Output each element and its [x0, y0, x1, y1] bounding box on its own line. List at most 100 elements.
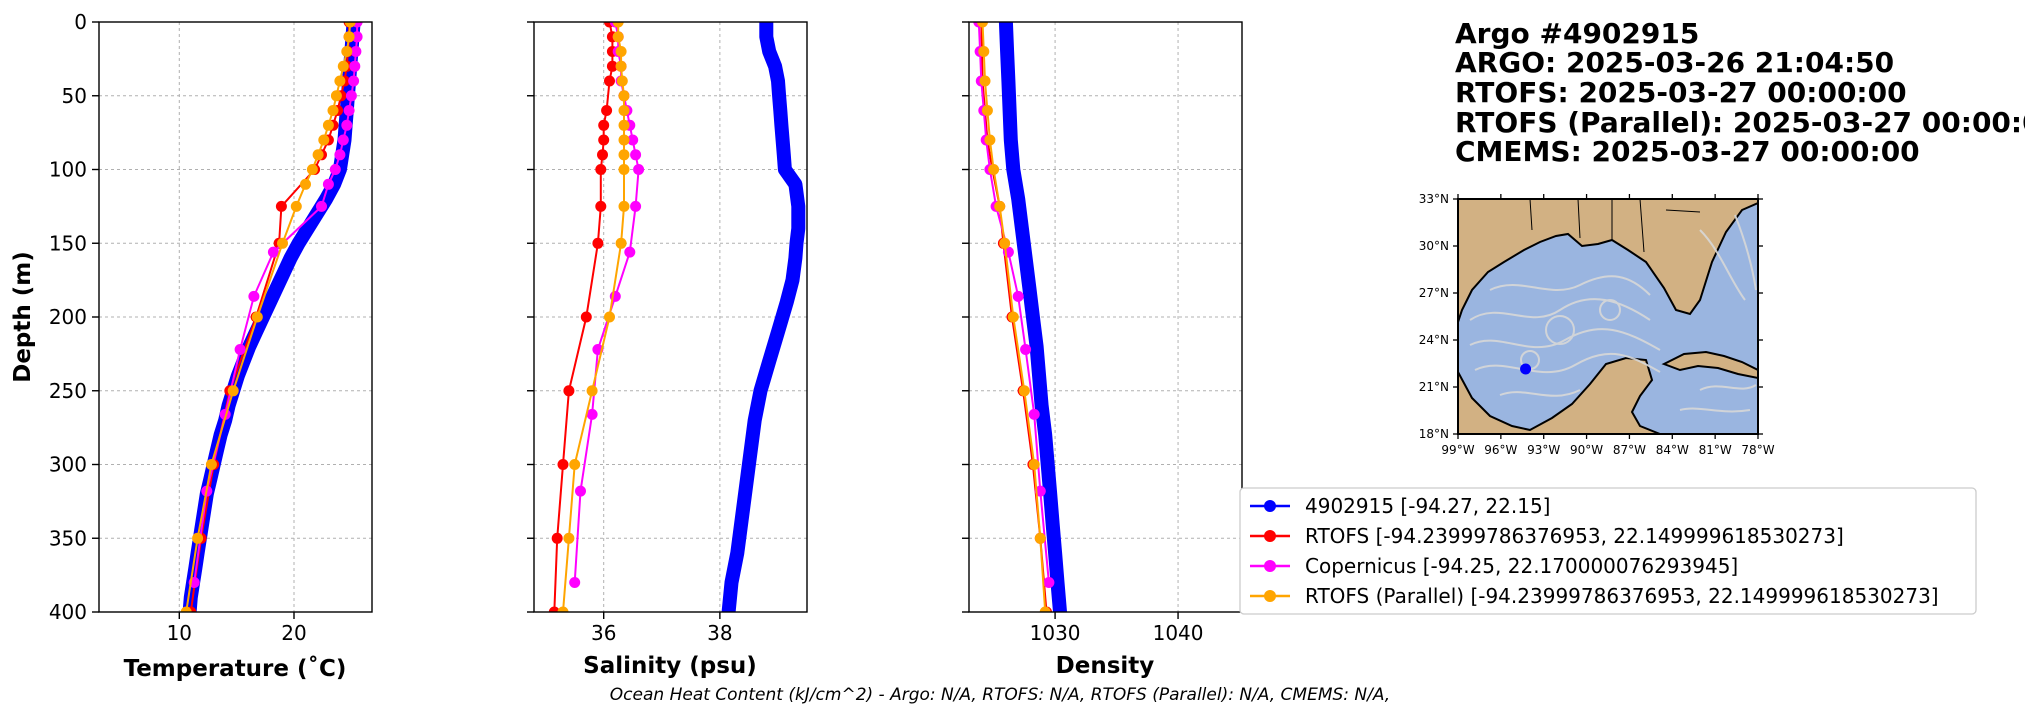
- info-line-rtofs-time: RTOFS: 2025-03-27 00:00:00: [1455, 76, 1907, 109]
- density-data-point: [984, 134, 996, 146]
- legend-label: RTOFS [-94.23999786376953, 22.1499996185…: [1305, 524, 1844, 548]
- salinity-argo-profile-line: [721, 22, 806, 612]
- temperature-data-point: [343, 105, 355, 116]
- temperature-data-point: [350, 46, 362, 57]
- map-lat-tick-label: 24°N: [1419, 333, 1449, 347]
- salinity-data-point: [618, 134, 630, 146]
- map-streamlines: [1469, 214, 1757, 413]
- map-lon-tick-label: 81°W: [1699, 443, 1732, 457]
- map-lon-tick-label: 90°W: [1570, 443, 1603, 457]
- salinity-data-point: [618, 200, 630, 212]
- info-line-argo-time: ARGO: 2025-03-26 21:04:50: [1455, 46, 1894, 79]
- location-map: 33°N 30°N 27°N 24°N 21°N 18°N 99°W 96°W 93°W 90°W…: [1419, 192, 1775, 457]
- legend-label: Copernicus [-94.25, 22.170000076293945]: [1305, 554, 1738, 578]
- salinity-series-0: [721, 22, 806, 612]
- density-data-point: [988, 164, 1000, 175]
- temperature-data-point: [267, 246, 279, 258]
- temperature-data-point: [300, 178, 311, 190]
- map-land-cuba: [1661, 350, 1758, 380]
- temperature-data-point: [327, 105, 339, 116]
- salinity-data-point: [615, 46, 627, 57]
- salinity-data-point: [604, 75, 615, 87]
- density-data-point: [1018, 385, 1030, 397]
- legend-swatch-marker: [1264, 500, 1276, 512]
- salinity-data-point: [563, 532, 575, 544]
- temperature-data-point: [251, 311, 263, 323]
- map-lon-tick-label: 93°W: [1527, 443, 1560, 457]
- salinity-data-point: [598, 119, 610, 131]
- salinity-data-point: [627, 134, 639, 146]
- temperature-data-point: [312, 149, 324, 161]
- salinity-data-point: [557, 459, 569, 470]
- depth-ytick-label: 150: [49, 231, 87, 255]
- salinity-data-point: [569, 577, 581, 588]
- salinity-xtick-label: 38: [707, 621, 732, 645]
- map-frame: [1457, 198, 1759, 435]
- temperature-data-point: [330, 90, 342, 102]
- salinity-data-point: [612, 22, 624, 28]
- salinity-data-point: [598, 134, 610, 146]
- legend-box: [1239, 487, 1977, 615]
- ocean-heat-content-footer: Ocean Heat Content (kJ/cm^2) - Argo: N/A…: [610, 685, 1390, 705]
- salinity-data-point: [615, 237, 627, 249]
- temperature-xtick-label: 10: [167, 621, 192, 645]
- salinity-data-point: [597, 149, 608, 161]
- density-xlabel: Density: [1056, 653, 1155, 679]
- legend-entry: RTOFS (Parallel) [-94.23999786376953, 22…: [1250, 584, 1939, 608]
- salinity-data-point: [633, 164, 645, 175]
- density-argo-profile-line: [998, 22, 1067, 612]
- salinity-axes-frame: [533, 21, 808, 613]
- depth-ytick-label: 250: [49, 379, 87, 403]
- temperature-data-point: [248, 290, 260, 302]
- salinity-data-point: [618, 105, 630, 116]
- density-data-point: [1012, 290, 1024, 302]
- density-data-point: [1020, 344, 1032, 355]
- density-panel: 1030 1040 Density: [962, 21, 1243, 679]
- salinity-xlabel: Salinity (psu): [583, 653, 757, 679]
- salinity-data-point: [624, 246, 636, 258]
- temperature-data-point: [290, 200, 302, 212]
- temperature-data-point: [322, 178, 334, 190]
- map-state-borders: [1529, 199, 1701, 253]
- temperature-data-point: [351, 31, 363, 43]
- temperature-data-point: [275, 200, 287, 212]
- temperature-data-point: [316, 200, 327, 212]
- legend-label: 4902915 [-94.27, 22.15]: [1305, 494, 1550, 518]
- density-xtick-label: 1040: [1153, 621, 1204, 645]
- salinity-data-point: [601, 105, 613, 116]
- profile-info-header: Argo #4902915 ARGO: 2025-03-26 21:04:50 …: [1455, 17, 2025, 168]
- map-lat-tick-label: 30°N: [1419, 239, 1449, 253]
- legend-swatch-marker: [1264, 530, 1276, 542]
- density-data-point: [994, 200, 1006, 212]
- salinity-data-point: [563, 385, 575, 397]
- temperature-data-point: [334, 149, 346, 161]
- map-land-yucatan-mexico: [1458, 356, 1661, 434]
- temperature-data-point: [234, 344, 246, 355]
- salinity-panel: 36 38 Salinity (psu): [527, 21, 808, 679]
- depth-ytick-label: 300: [49, 453, 87, 477]
- density-data-point: [977, 22, 988, 28]
- temperature-data-point: [337, 134, 349, 146]
- depth-ytick-label: 50: [62, 84, 87, 108]
- density-series-0: [998, 22, 1067, 612]
- argo-float-location-marker: [1520, 363, 1532, 375]
- temperature-xtick-label: 20: [281, 621, 306, 645]
- density-data-point: [981, 105, 993, 116]
- map-lon-tick-label: 96°W: [1484, 443, 1517, 457]
- salinity-data-point: [612, 31, 624, 43]
- salinity-data-point: [618, 119, 630, 131]
- depth-ytick-label: 400: [49, 600, 87, 624]
- salinity-data-point: [569, 459, 581, 470]
- temperature-data-point: [329, 164, 341, 175]
- salinity-data-point: [595, 200, 607, 212]
- salinity-data-point: [586, 385, 598, 397]
- salinity-data-point: [604, 311, 615, 323]
- salinity-data-point: [595, 164, 607, 175]
- temperature-series-3: [180, 22, 356, 612]
- density-data-point: [1043, 577, 1055, 588]
- salinity-data-point: [630, 149, 642, 161]
- map-lat-tick-label: 33°N: [1419, 192, 1449, 206]
- legend-swatch-marker: [1264, 590, 1276, 602]
